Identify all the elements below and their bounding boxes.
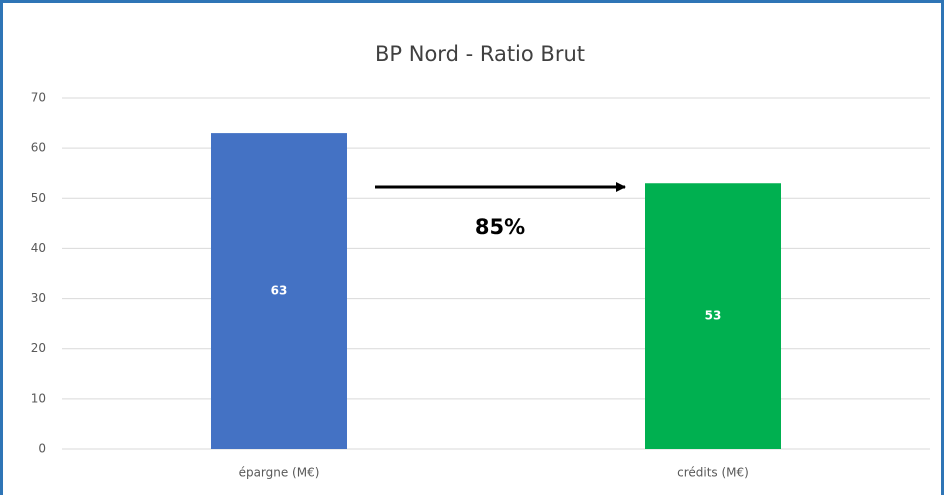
- y-tick-label: 50: [31, 191, 46, 205]
- annotation: 85%: [475, 215, 525, 239]
- x-tick-label: épargne (M€): [239, 466, 320, 480]
- x-tick-label: crédits (M€): [677, 466, 749, 480]
- y-tick-label: 70: [31, 91, 46, 105]
- bar: [645, 183, 781, 449]
- data-label: 53: [705, 309, 722, 323]
- y-tick-label: 40: [31, 241, 46, 255]
- chart-title: BP Nord - Ratio Brut: [375, 42, 585, 66]
- data-label: 63: [271, 284, 288, 298]
- y-tick-label: 30: [31, 291, 46, 305]
- y-tick-label: 20: [31, 341, 46, 355]
- y-tick-label: 0: [38, 442, 46, 456]
- y-tick-label: 10: [31, 391, 46, 405]
- y-tick-label: 60: [31, 141, 46, 155]
- bar: [211, 133, 347, 449]
